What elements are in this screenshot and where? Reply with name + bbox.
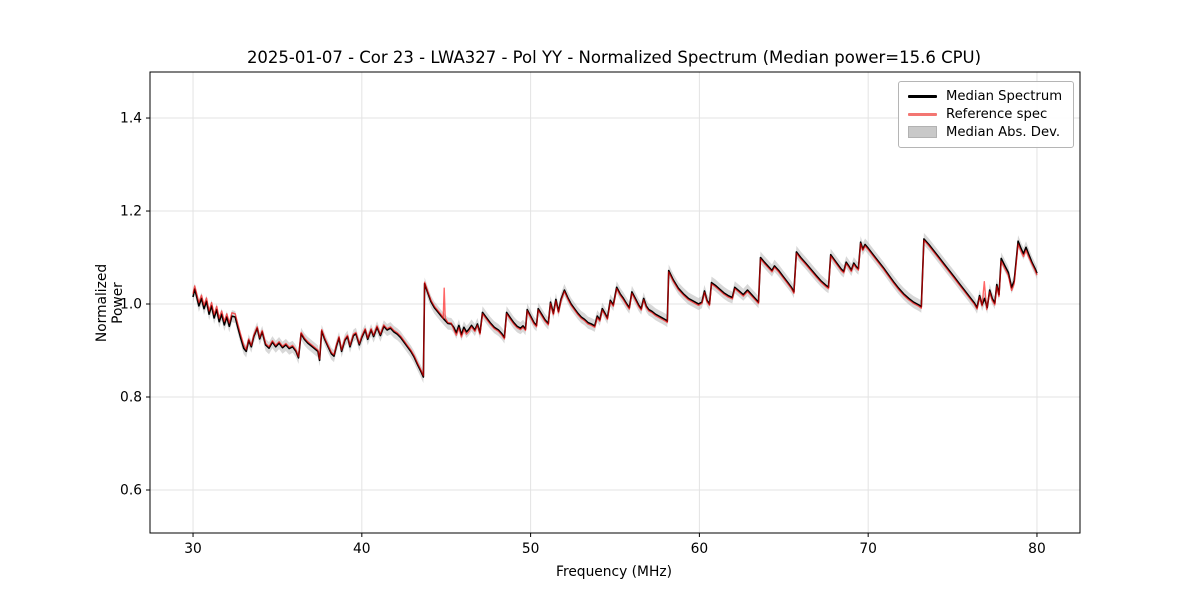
y-tick-label: 1.0 xyxy=(120,297,142,313)
mad-patch-icon xyxy=(908,126,937,139)
reference-spec-line-icon xyxy=(908,113,937,116)
figure-title: 2025-01-07 - Cor 23 - LWA327 - Pol YY - … xyxy=(246,48,982,67)
legend-item-reference-spec: Reference spec xyxy=(908,106,1064,124)
x-tick-label: 60 xyxy=(691,541,709,557)
legend-item-median-spectrum: Median Spectrum xyxy=(908,88,1064,106)
legend-label: Reference spec xyxy=(946,107,1048,122)
legend-item-median-abs-dev: Median Abs. Dev. xyxy=(908,123,1064,141)
x-tick-label: 70 xyxy=(859,541,877,557)
x-tick-label: 50 xyxy=(522,541,540,557)
x-tick-label: 40 xyxy=(353,541,371,557)
y-axis-label: Normalized Power xyxy=(94,263,126,343)
mad-band xyxy=(193,232,1037,384)
x-axis-label: Frequency (MHz) xyxy=(556,564,672,580)
y-tick-label: 1.2 xyxy=(120,204,142,220)
plot-frame xyxy=(149,71,1081,534)
legend: Median Spectrum Reference spec Median Ab… xyxy=(898,81,1074,148)
x-tick-label: 80 xyxy=(1028,541,1046,557)
legend-label: Median Abs. Dev. xyxy=(946,124,1061,140)
legend-label: Median Spectrum xyxy=(946,89,1063,105)
y-tick-label: 0.8 xyxy=(120,390,142,406)
x-tick-label: 30 xyxy=(184,541,202,557)
reference-spec-line xyxy=(192,239,1038,377)
y-tick-label: 0.6 xyxy=(120,482,142,498)
median-spectrum-line-icon xyxy=(908,95,937,99)
y-tick-label: 1.4 xyxy=(120,111,142,127)
median-spectrum-line xyxy=(192,238,1038,378)
